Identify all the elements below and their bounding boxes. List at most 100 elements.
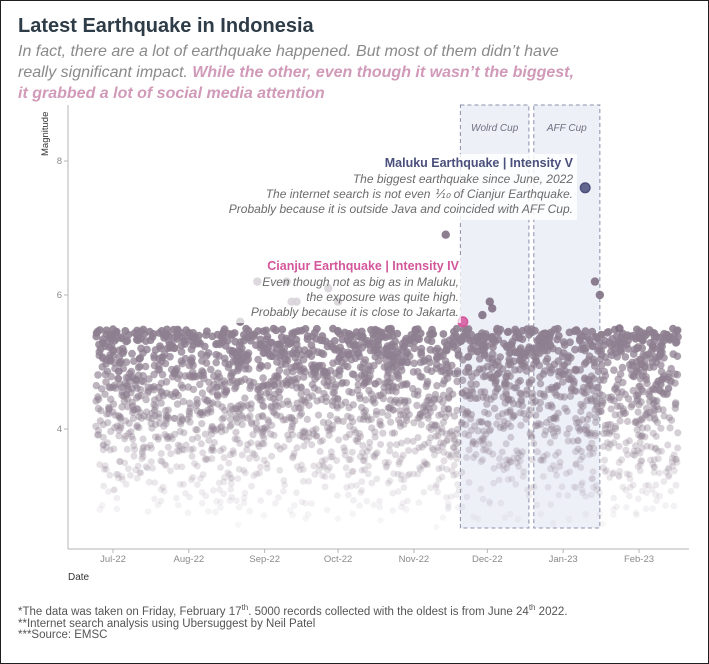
quake-point bbox=[150, 354, 159, 362]
quake-point bbox=[527, 376, 536, 384]
quake-point bbox=[416, 410, 424, 418]
quake-point bbox=[574, 437, 582, 444]
quake-point bbox=[345, 403, 353, 412]
quake-point bbox=[427, 434, 434, 442]
quake-point bbox=[371, 433, 379, 441]
quake-point bbox=[321, 473, 329, 480]
quake-point bbox=[462, 387, 470, 395]
quake-point bbox=[543, 418, 551, 427]
quake-point bbox=[111, 384, 120, 392]
quake-point bbox=[328, 473, 336, 480]
quake-point bbox=[418, 443, 426, 451]
quake-point bbox=[199, 411, 207, 419]
quake-point bbox=[388, 383, 396, 391]
quake-point bbox=[258, 396, 266, 404]
quake-point bbox=[198, 489, 206, 496]
quake-point bbox=[121, 459, 129, 467]
quake-point bbox=[515, 333, 524, 342]
quake-point bbox=[255, 443, 263, 450]
quake-point bbox=[619, 483, 627, 491]
quake-point bbox=[227, 486, 234, 493]
quake-point bbox=[606, 440, 614, 448]
quake-point bbox=[203, 396, 212, 405]
quake-point bbox=[394, 488, 402, 495]
quake-point bbox=[217, 428, 226, 436]
chart-subtitle: In fact, there are a lot of earthquake h… bbox=[18, 41, 578, 104]
quake-point bbox=[625, 471, 633, 478]
quake-point bbox=[217, 504, 224, 511]
quake-point bbox=[571, 345, 579, 354]
quake-point bbox=[160, 350, 169, 358]
quake-point bbox=[577, 447, 585, 455]
quake-point bbox=[177, 413, 185, 421]
quake-point bbox=[246, 336, 255, 345]
quake-point bbox=[615, 472, 623, 479]
quake-point bbox=[202, 455, 209, 463]
quake-point bbox=[315, 467, 323, 474]
quake-point bbox=[486, 426, 494, 434]
quake-point bbox=[374, 341, 383, 349]
quake-point bbox=[527, 484, 535, 492]
quake-point bbox=[656, 492, 663, 500]
quake-point bbox=[232, 428, 240, 436]
quake-point bbox=[541, 431, 549, 439]
quake-point bbox=[562, 470, 570, 477]
quake-point bbox=[386, 447, 394, 455]
maluku-annotation-line: Probably because it is outside Java and … bbox=[229, 202, 573, 216]
quake-point bbox=[148, 444, 155, 452]
quake-point bbox=[643, 489, 650, 496]
quake-point bbox=[669, 462, 677, 470]
quake-point bbox=[449, 343, 458, 351]
quake-point bbox=[516, 389, 524, 397]
quake-point bbox=[258, 440, 266, 448]
quake-point bbox=[285, 435, 293, 443]
quake-point bbox=[428, 444, 436, 452]
quake-point bbox=[654, 447, 662, 455]
quake-point bbox=[150, 407, 159, 415]
quake-point bbox=[173, 400, 182, 408]
quake-point bbox=[448, 451, 455, 459]
quake-point bbox=[289, 452, 297, 460]
quake-point bbox=[131, 381, 140, 389]
quake-point bbox=[173, 463, 181, 471]
scatter-chart: Wolrd Cup AFF Cup Maluku Earthquake | Int… bbox=[40, 104, 689, 583]
quake-point bbox=[550, 520, 557, 527]
quake-point bbox=[582, 493, 590, 500]
quake-point bbox=[139, 444, 147, 452]
maluku-annotation-bg bbox=[191, 154, 577, 220]
quake-point bbox=[213, 391, 222, 399]
quake-point bbox=[450, 412, 459, 420]
quake-point bbox=[496, 424, 504, 432]
quake-point bbox=[251, 451, 259, 459]
quake-point bbox=[352, 436, 360, 444]
quake-point bbox=[537, 456, 545, 464]
quake-point bbox=[590, 484, 597, 491]
quake-point bbox=[171, 430, 179, 438]
quake-point bbox=[284, 431, 292, 439]
quake-point bbox=[410, 419, 418, 427]
quake-point bbox=[528, 433, 536, 441]
quake-point bbox=[457, 337, 466, 345]
quake-point bbox=[319, 437, 327, 444]
quake-point bbox=[520, 410, 528, 418]
quake-point bbox=[287, 381, 296, 389]
quake-point bbox=[613, 402, 622, 410]
quake-point bbox=[124, 403, 132, 411]
quake-point bbox=[332, 381, 340, 389]
quake-point bbox=[347, 482, 355, 490]
quake-point bbox=[599, 520, 606, 527]
quake-point bbox=[440, 457, 448, 465]
quake-point bbox=[638, 432, 646, 440]
quake-point bbox=[432, 432, 440, 440]
quake-point bbox=[612, 332, 621, 341]
quake-point bbox=[540, 453, 548, 460]
quake-point bbox=[125, 419, 133, 427]
quake-point bbox=[189, 385, 198, 394]
quake-point bbox=[405, 411, 413, 419]
quake-point bbox=[458, 503, 466, 511]
quake-point bbox=[583, 415, 592, 423]
quake-point bbox=[185, 329, 194, 337]
quake-point bbox=[415, 444, 423, 452]
quake-point bbox=[205, 436, 213, 444]
quake-point bbox=[116, 412, 124, 421]
